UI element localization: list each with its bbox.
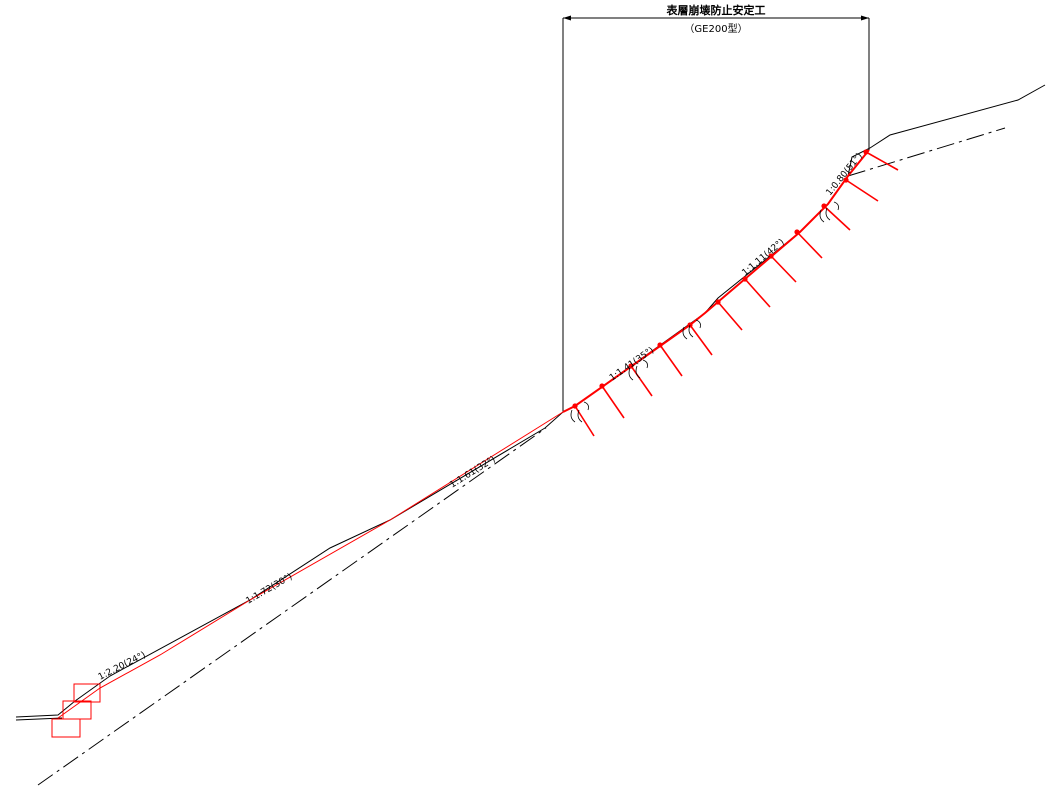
slope-label-6: 1:0.80(51°) [825,151,865,198]
anchor-bar [744,278,771,308]
anchor-head [843,177,849,183]
slope-label-5: 1:1.11(42°) [741,237,787,278]
extent-arrow-left [563,15,571,21]
anchor-bar [630,365,653,397]
arc-symbol [819,201,839,223]
anchor-head [742,276,748,282]
anchor-head [715,299,721,305]
extent-dimension [562,15,870,412]
toe-ground-line [15,717,63,721]
anchor-bar [689,324,713,356]
anchor-head [768,253,774,259]
toe-block-top [73,683,101,703]
anchor-head [794,229,800,235]
anchor-bars [574,151,899,437]
anchor-head [628,363,634,369]
slope-label-3: 1:1.61(32°) [448,455,497,491]
anchor-bar [717,301,743,331]
anchor-head [657,342,663,348]
design-slope-line-lower [57,411,564,719]
toe-block-middle [62,700,92,720]
toe-block-bottom [51,718,81,738]
anchor-head [599,383,605,389]
arc-symbols [570,201,839,423]
arc-symbol [628,359,648,381]
extent-arrow-right [861,15,869,21]
anchor-bar [845,179,879,202]
anchor-heads [572,149,869,409]
anchor-bar [601,385,625,419]
anchor-head [821,203,827,209]
slope-label-4: 1:1.41(35°) [608,346,656,384]
slope-label-2: 1:1.72(30°) [245,572,295,607]
anchor-bar [865,151,899,171]
existing-ground-line [15,84,1046,718]
anchor-bar [770,255,797,283]
anchor-bar [823,205,851,231]
slip-line-lower [37,427,547,786]
toe-blocks [51,683,101,738]
anchor-bar [574,405,595,437]
anchor-head [863,149,869,155]
anchor-head [572,403,578,409]
slip-line-upper [847,127,1006,177]
anchor-bar [659,344,683,377]
arc-symbol [682,319,701,340]
design-slope-line-upper [562,149,870,413]
method-subtitle: （GE200型） [684,22,747,35]
method-title: 表層崩壊防止安定工 [666,3,766,17]
arc-symbol [570,401,589,423]
anchor-bar [796,231,823,259]
